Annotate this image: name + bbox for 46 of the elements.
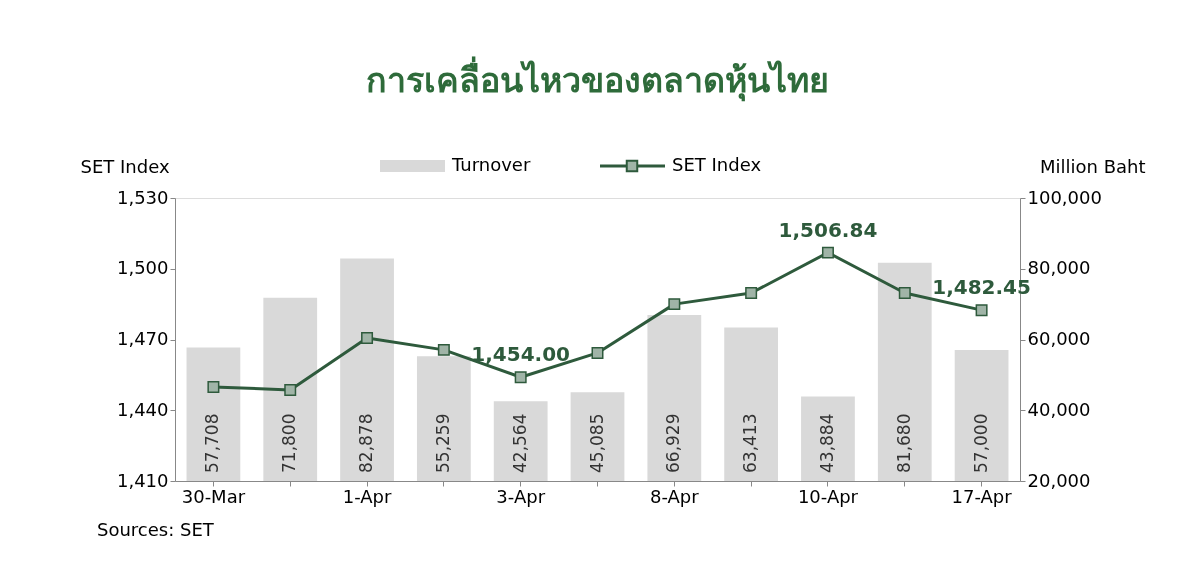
point (284, 383, 297, 396)
point (898, 287, 911, 300)
y-tick-label: 1,470 (116, 328, 169, 349)
data-label: 57,000 (970, 413, 991, 473)
data-label: 81,680 (893, 413, 914, 473)
data-label: 1,506.84 (778, 217, 878, 242)
point (361, 332, 374, 345)
data-label: 63,413 (740, 413, 761, 473)
legend-label: SET Index (672, 154, 762, 175)
point (207, 380, 220, 393)
y2-tick-label: 60,000 (1027, 328, 1091, 349)
data-label: 1,454.00 (471, 342, 571, 367)
y2-tick-label: 40,000 (1027, 398, 1091, 420)
point (745, 287, 758, 300)
y2-tick-label: 20,000 (1027, 469, 1091, 491)
source-note: Sources: SET (97, 519, 215, 540)
data-label: 55,259 (432, 413, 453, 473)
point (514, 371, 527, 384)
y-tick-label: 1,530 (116, 186, 169, 208)
data-label: 57,708 (202, 413, 223, 473)
y-tick-label: 1,410 (116, 469, 169, 491)
y-tick-label: 1,440 (116, 398, 169, 420)
y2-tick-label: 80,000 (1027, 257, 1091, 279)
point (668, 298, 681, 311)
point (437, 343, 450, 356)
data-label: 45,085 (586, 413, 607, 473)
data-label: 71,800 (279, 413, 300, 473)
x-tick-label: 30-Mar (181, 485, 246, 507)
point (975, 304, 988, 317)
x-tick-label: 3-Apr (496, 485, 546, 507)
data-label: 43,884 (816, 413, 837, 473)
x-tick-label: 17-Apr (951, 485, 1013, 507)
y-tick-label: 1,500 (116, 257, 169, 279)
legend-label: Turnover (451, 154, 531, 175)
point (821, 246, 834, 259)
x-tick-label: 8-Apr (649, 485, 700, 507)
y2-tick-label: 100,000 (1027, 186, 1102, 208)
y-axis-title: SET Index (80, 155, 170, 177)
data-label: 82,878 (356, 413, 377, 473)
x-tick-label: 10-Apr (797, 485, 859, 507)
x-tick-label: 1-Apr (342, 485, 392, 507)
data-label: 66,929 (663, 413, 684, 473)
y2-axis-title: Million Baht (1039, 155, 1146, 177)
chart-title: การเคลื่อนไหวของตลาดหุ้นไทย (366, 55, 829, 102)
data-label: 42,564 (509, 413, 530, 473)
point (591, 346, 604, 359)
